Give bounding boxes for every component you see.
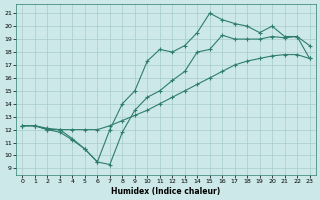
X-axis label: Humidex (Indice chaleur): Humidex (Indice chaleur) (111, 187, 221, 196)
